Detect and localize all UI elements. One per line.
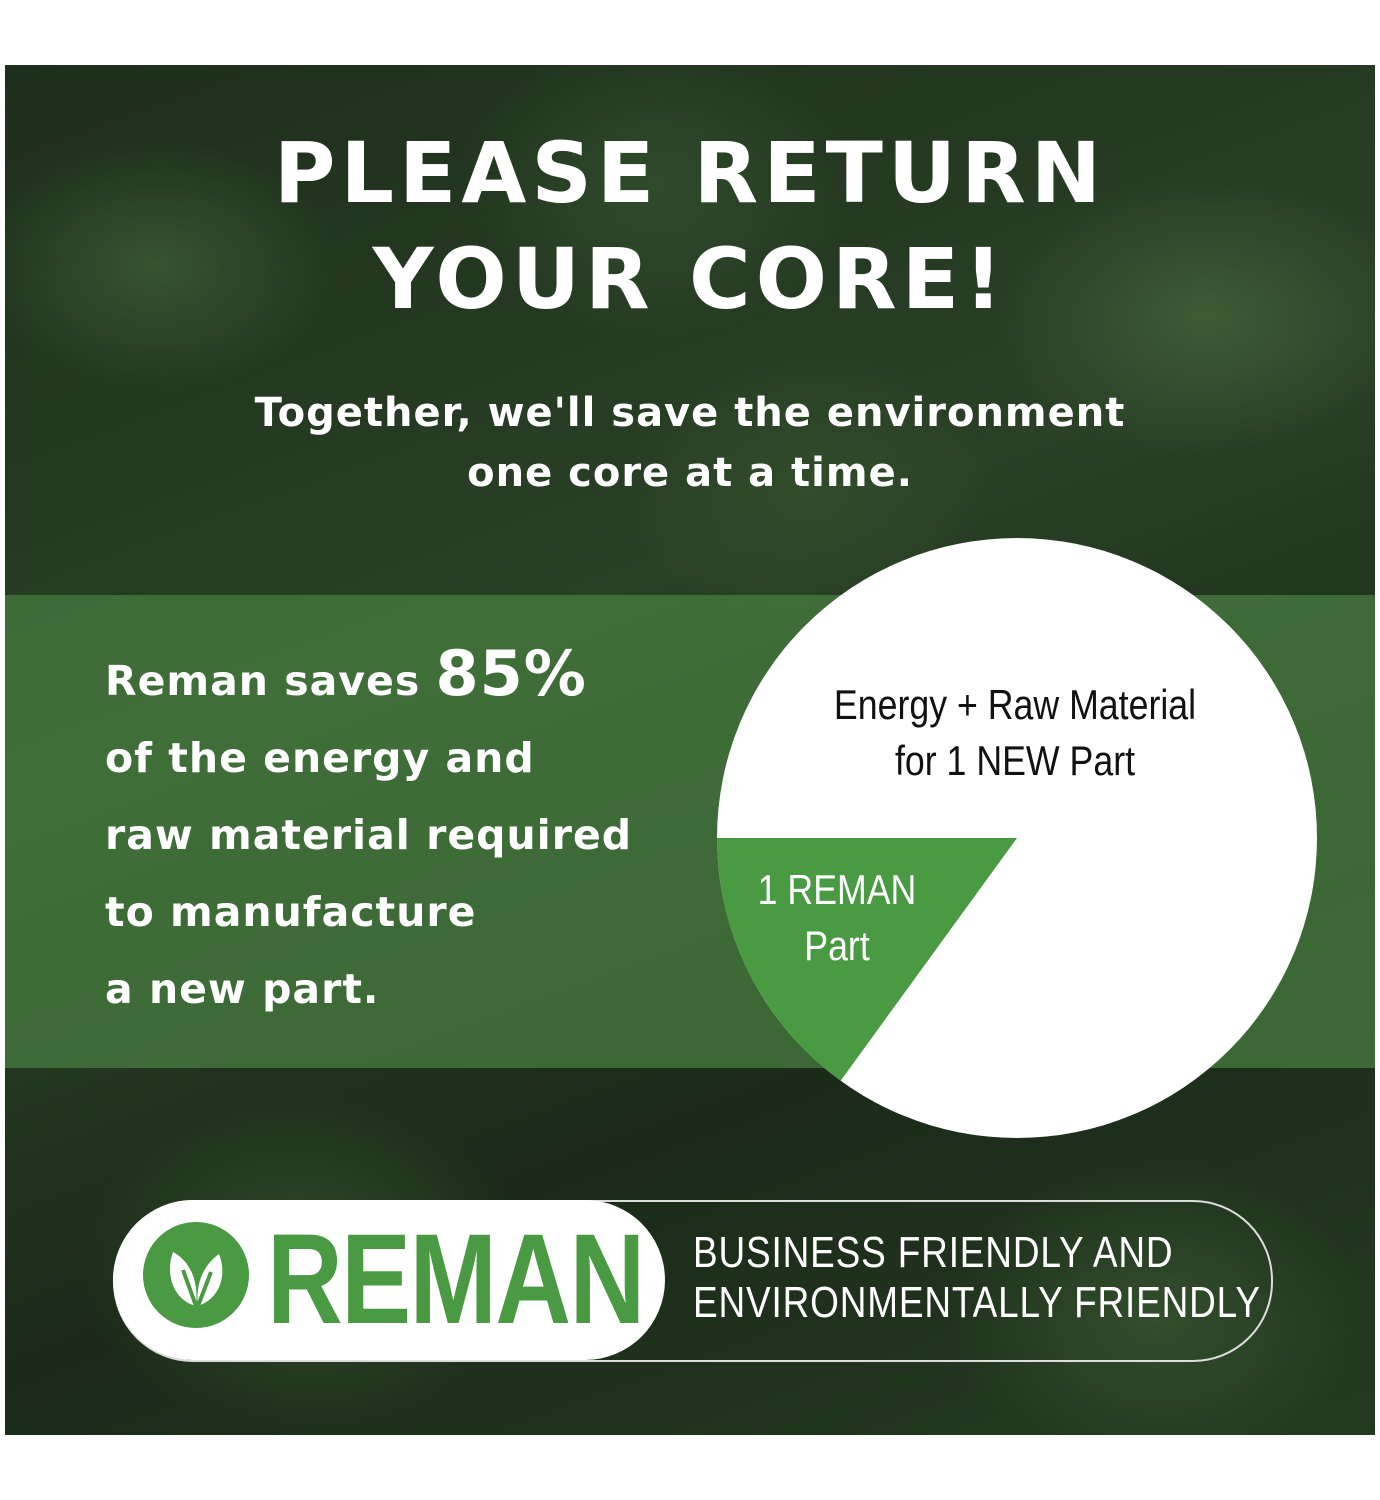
pie-slice-label: 1 REMAN Part — [735, 862, 939, 974]
pie-chart — [717, 538, 1317, 1138]
tagline-line: BUSINESS FRIENDLY AND — [693, 1228, 1174, 1277]
poster: PLEASE RETURN YOUR CORE! Together, we'll… — [5, 65, 1375, 1435]
leaf-icon — [143, 1222, 249, 1328]
headline: PLEASE RETURN YOUR CORE! — [5, 120, 1375, 332]
stat-line: raw material required — [105, 811, 633, 859]
tagline-line: ENVIRONMENTALLY FRIENDLY — [693, 1278, 1261, 1327]
headline-line-1: PLEASE RETURN — [273, 124, 1107, 222]
stat-value: 85% — [435, 637, 587, 710]
stat-line: to manufacture — [105, 888, 477, 936]
pie-whole-label: Energy + Raw Material for 1 NEW Part — [803, 677, 1228, 789]
pie-slice-reman — [717, 838, 1017, 1081]
stat-line: a new part. — [105, 965, 380, 1013]
subheadline: Together, we'll save the environment one… — [5, 383, 1375, 503]
logo-wordmark: REMAN — [267, 1208, 645, 1351]
tagline: BUSINESS FRIENDLY AND ENVIRONMENTALLY FR… — [693, 1228, 1261, 1328]
subheadline-line-1: Together, we'll save the environment — [254, 390, 1126, 436]
headline-line-2: YOUR CORE! — [372, 230, 1008, 328]
stat-prefix: Reman saves — [105, 657, 436, 705]
stat-line: of the energy and — [105, 734, 535, 782]
pie-slice-label-line: 1 REMAN — [757, 866, 917, 913]
pie-whole-label-line: Energy + Raw Material — [833, 681, 1197, 728]
subheadline-line-2: one core at a time. — [467, 450, 913, 496]
pie-slice-label-line: Part — [804, 922, 870, 969]
stat-text: Reman saves 85% of the energy and raw ma… — [105, 635, 632, 1028]
pie-whole-label-line: for 1 NEW Part — [894, 737, 1136, 784]
